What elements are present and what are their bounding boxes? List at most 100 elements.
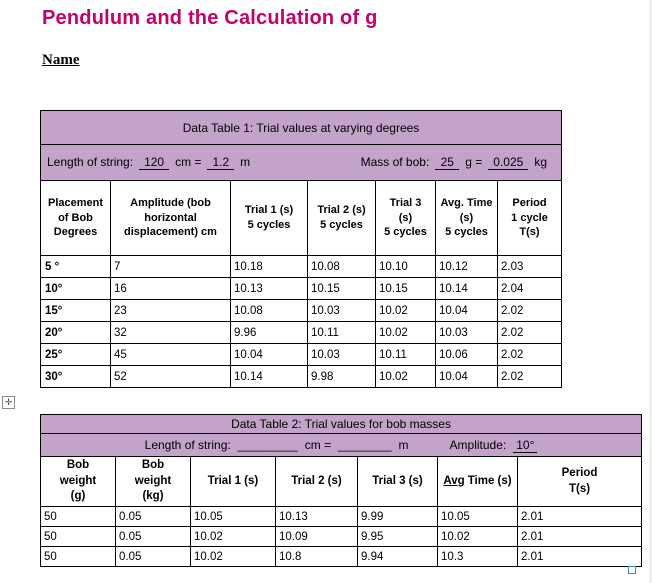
data-cell: 52: [110, 365, 231, 388]
data-cell: 10.13: [230, 277, 308, 300]
t2-header-period: Period T(s): [516, 456, 643, 507]
data-cell: 2.02: [496, 299, 563, 322]
data-cell: 10.3: [437, 546, 518, 567]
data-cell: 10.13: [275, 506, 358, 527]
avg-word: Avg: [443, 474, 465, 487]
data-cell: 2.02: [496, 321, 563, 344]
table2-header-row: Bob weight (g) Bob weight (kg) Trial 1 (…: [40, 456, 643, 507]
degree-cell: 30°: [40, 365, 111, 388]
data-cell: 2.01: [516, 546, 643, 567]
data-cell: 10.11: [375, 343, 436, 366]
data-cell: 10.02: [375, 365, 436, 388]
table-row: 5 ° 7 10.18 10.08 10.10 10.12 2.03: [40, 255, 563, 278]
degree-cell: 20°: [40, 321, 111, 344]
g-equals-label: g =: [465, 155, 483, 169]
degree-cell: 10°: [40, 277, 111, 300]
data-cell: 9.94: [357, 546, 438, 567]
t2-header-bob-weight-g: Bob weight (g): [40, 456, 116, 507]
data-cell: 2.01: [516, 526, 643, 547]
length-m-value: 1.2: [207, 155, 235, 170]
table-row: 25° 45 10.04 10.03 10.11 10.06 2.02: [40, 343, 563, 366]
data-cell: 10.02: [375, 321, 436, 344]
data-cell: 10.11: [307, 321, 376, 344]
table-move-handle-icon[interactable]: ✛: [2, 396, 15, 409]
data-cell: 10.02: [437, 526, 518, 547]
length-group: Length of string: 120 cm = 1.2 m: [47, 155, 250, 170]
data-cell: 10.09: [275, 526, 358, 547]
length-cm-blank: _________: [237, 437, 298, 452]
mass-kg-value: 0.025: [488, 155, 529, 170]
data-cell: 2.02: [496, 365, 563, 388]
t2-header-trial3: Trial 3 (s): [357, 456, 438, 507]
data-cell: 10.03: [307, 343, 376, 366]
t2-header-bob-weight-kg: Bob weight (kg): [115, 456, 191, 507]
data-cell: 10.03: [435, 321, 498, 344]
data-cell: 10.04: [230, 343, 308, 366]
data-cell: 23: [110, 299, 231, 322]
table-row: 10° 16 10.13 10.15 10.15 10.14 2.04: [40, 277, 563, 300]
data-cell: 10.05: [437, 506, 518, 527]
data-cell: 50: [40, 546, 116, 567]
t2-header-avg-time: Avg Time (s): [437, 456, 518, 507]
t1-header-period: Period 1 cycle T(s): [496, 180, 563, 256]
data-cell: 50: [40, 506, 116, 527]
mass-g-value: 25: [435, 155, 460, 170]
t1-header-placement: Placement of Bob Degrees: [40, 180, 111, 256]
data-cell: 32: [110, 321, 231, 344]
data-cell: 9.99: [357, 506, 438, 527]
table-row: 30° 52 10.14 9.98 10.02 10.04 2.02: [40, 365, 563, 388]
table-row: 50 0.05 10.02 10.09 9.95 10.02 2.01: [40, 526, 643, 547]
table-resize-handle[interactable]: [628, 566, 636, 574]
data-cell: 10.14: [435, 277, 498, 300]
data-cell: 10.03: [307, 299, 376, 322]
table1-caption-row: Data Table 1: Trial values at varying de…: [39, 110, 563, 145]
data-cell: 10.04: [435, 365, 498, 388]
length-of-string-label: Length of string:: [144, 437, 231, 452]
degree-cell: 5 °: [40, 255, 111, 278]
m-unit-label: m: [240, 155, 251, 169]
table1-caption: Data Table 1: Trial values at varying de…: [39, 110, 563, 145]
cm-equals-label: cm =: [304, 437, 332, 452]
amplitude-value: 10°: [513, 438, 538, 453]
t1-header-trial1: Trial 1 (s) 5 cycles: [230, 180, 308, 256]
data-cell: 10.02: [190, 526, 276, 547]
data-cell: 10.15: [375, 277, 436, 300]
degree-cell: 15°: [40, 299, 111, 322]
page-title: Pendulum and the Calculation of g: [42, 7, 378, 29]
data-cell: 10.14: [230, 365, 308, 388]
data-cell: 10.02: [190, 546, 276, 567]
data-cell: 10.10: [375, 255, 436, 278]
data-cell: 10.06: [435, 343, 498, 366]
degree-cell: 25°: [40, 343, 111, 366]
data-cell: 10.8: [275, 546, 358, 567]
table-row: 50 0.05 10.02 10.8 9.94 10.3 2.01: [40, 546, 643, 567]
table1-info-row: Length of string: 120 cm = 1.2 m Mass of…: [39, 144, 563, 181]
data-cell: 2.01: [516, 506, 643, 527]
data-cell: 0.05: [115, 526, 191, 547]
t1-header-amplitude: Amplitude (bob horizontal displacement) …: [110, 180, 231, 256]
data-cell: 16: [110, 277, 231, 300]
table1-info-cell: Length of string: 120 cm = 1.2 m Mass of…: [39, 144, 563, 181]
data-cell: 10.04: [435, 299, 498, 322]
amplitude-label: Amplitude:: [449, 437, 507, 452]
table-row: 15° 23 10.08 10.03 10.02 10.04 2.02: [40, 299, 563, 322]
t1-header-trial3: Trial 3 (s) 5 cycles: [375, 180, 436, 256]
t2-header-trial2: Trial 2 (s): [275, 456, 358, 507]
length-of-string-label: Length of string:: [47, 155, 134, 169]
table2-caption-row: Data Table 2: Trial values for bob masse…: [39, 414, 643, 434]
data-cell: 10.12: [435, 255, 498, 278]
mass-group: Mass of bob: 25 g = 0.025 kg: [361, 155, 547, 170]
data-cell: 2.04: [496, 277, 563, 300]
data-cell: 9.98: [307, 365, 376, 388]
table1-header-row: Placement of Bob Degrees Amplitude (bob …: [40, 180, 563, 256]
data-cell: 10.18: [230, 255, 308, 278]
t2-header-trial1: Trial 1 (s): [190, 456, 276, 507]
t1-header-avg-time: Avg. Time (s) 5 cycles: [435, 180, 498, 256]
table2-info-cell: Length of string: _________ cm = _______…: [39, 433, 643, 457]
data-cell: 50: [40, 526, 116, 547]
data-cell: 10.08: [307, 255, 376, 278]
t1-header-trial2: Trial 2 (s) 5 cycles: [307, 180, 376, 256]
data-cell: 9.96: [230, 321, 308, 344]
data-cell: 2.03: [496, 255, 563, 278]
